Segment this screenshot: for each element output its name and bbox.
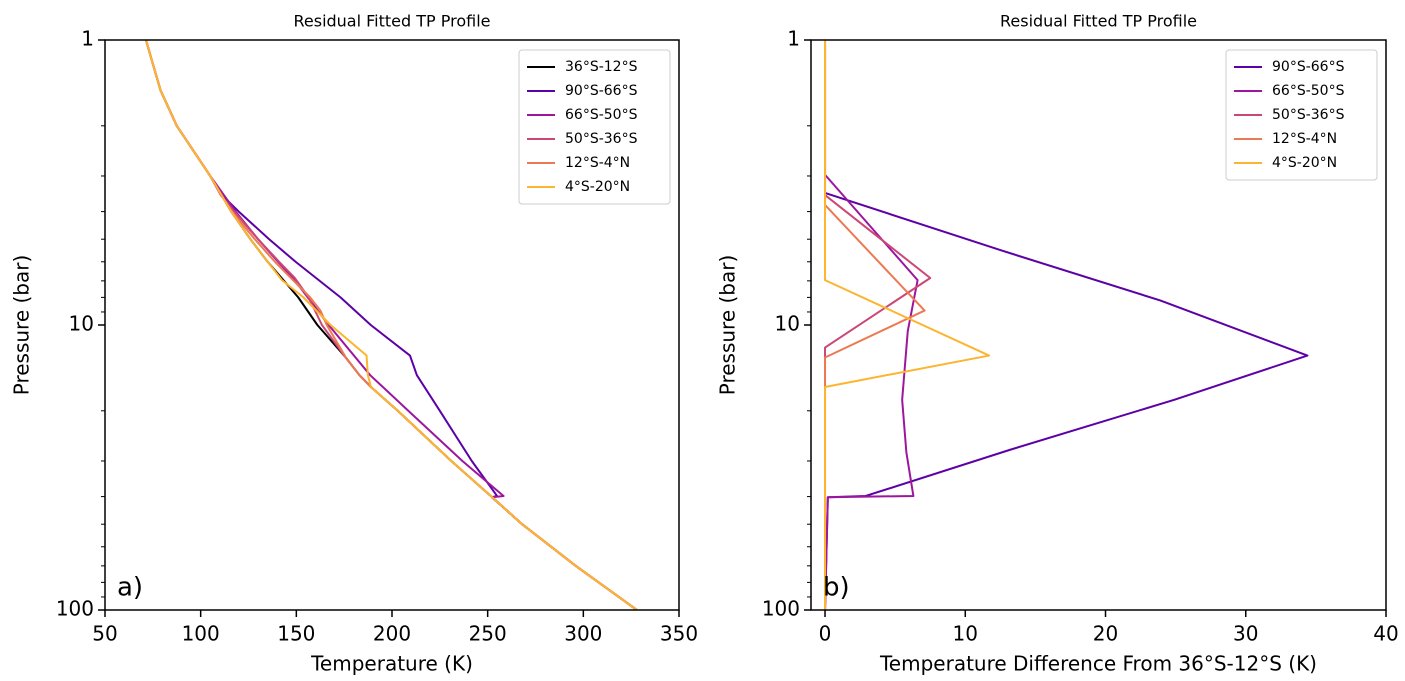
x-tick-label: 30 [1233, 622, 1258, 646]
y-tick-label: 1 [787, 27, 800, 51]
x-tick-label: 0 [819, 622, 832, 646]
x-tick-label: 20 [1093, 622, 1118, 646]
legend-label: 66°S-50°S [565, 107, 638, 123]
legend-label: 12°S-4°N [1272, 131, 1337, 147]
y-tick-label: 10 [775, 312, 800, 336]
legend-label: 66°S-50°S [1272, 83, 1345, 99]
legend-box [518, 49, 671, 205]
data-line [824, 40, 919, 610]
y-axis-label: Pressure (bar) [716, 255, 740, 396]
legend-label: 90°S-66°S [565, 83, 638, 99]
chart-title: Residual Fitted TP Profile [1000, 12, 1197, 31]
y-tick-label: 100 [56, 597, 94, 621]
x-tick-label: 100 [182, 622, 220, 646]
legend-label: 90°S-66°S [1272, 59, 1345, 75]
legend-label: 36°S-12°S [565, 59, 638, 75]
x-tick-label: 300 [564, 622, 602, 646]
y-tick-label: 1 [81, 27, 94, 51]
y-tick-label: 100 [762, 597, 800, 621]
x-axis-label: Temperature (K) [310, 652, 473, 676]
legend-label: 4°S-20°N [565, 179, 630, 195]
x-tick-label: 10 [953, 622, 978, 646]
subplot: 0 10 20 30 40 1 10 100 Residual Fitted TP Profil… [716, 12, 1399, 676]
legend-label: 50°S-36°S [1272, 107, 1345, 123]
x-tick-label: 250 [469, 622, 507, 646]
legend-label: 4°S-20°N [1272, 155, 1337, 171]
legend: 90°S-66°S 66°S-50°S 50°S-36°S 12°S-4°N 4°S-2… [1225, 49, 1378, 181]
x-tick-label: 150 [277, 622, 315, 646]
y-tick-label: 10 [69, 312, 94, 336]
legend: 36°S-12°S 90°S-66°S 66°S-50°S 50°S-36°S 12°S… [518, 49, 671, 205]
data-line [824, 40, 932, 610]
chart-title: Residual Fitted TP Profile [293, 12, 490, 31]
x-tick-label: 200 [373, 622, 411, 646]
x-tick-label: 40 [1373, 622, 1398, 646]
y-axis-label: Pressure (bar) [10, 255, 34, 396]
legend-label: 12°S-4°N [565, 155, 630, 171]
legend-box [1225, 49, 1378, 181]
panel-label: a) [117, 573, 143, 603]
data-line [824, 40, 991, 610]
data-line [144, 40, 638, 610]
legend-label: 50°S-36°S [565, 131, 638, 147]
x-tick-label: 350 [660, 622, 698, 646]
x-tick-label: 50 [92, 622, 117, 646]
panel-label: b) [823, 573, 850, 603]
x-axis-label: Temperature Difference From 36°S-12°S (K… [879, 652, 1317, 676]
